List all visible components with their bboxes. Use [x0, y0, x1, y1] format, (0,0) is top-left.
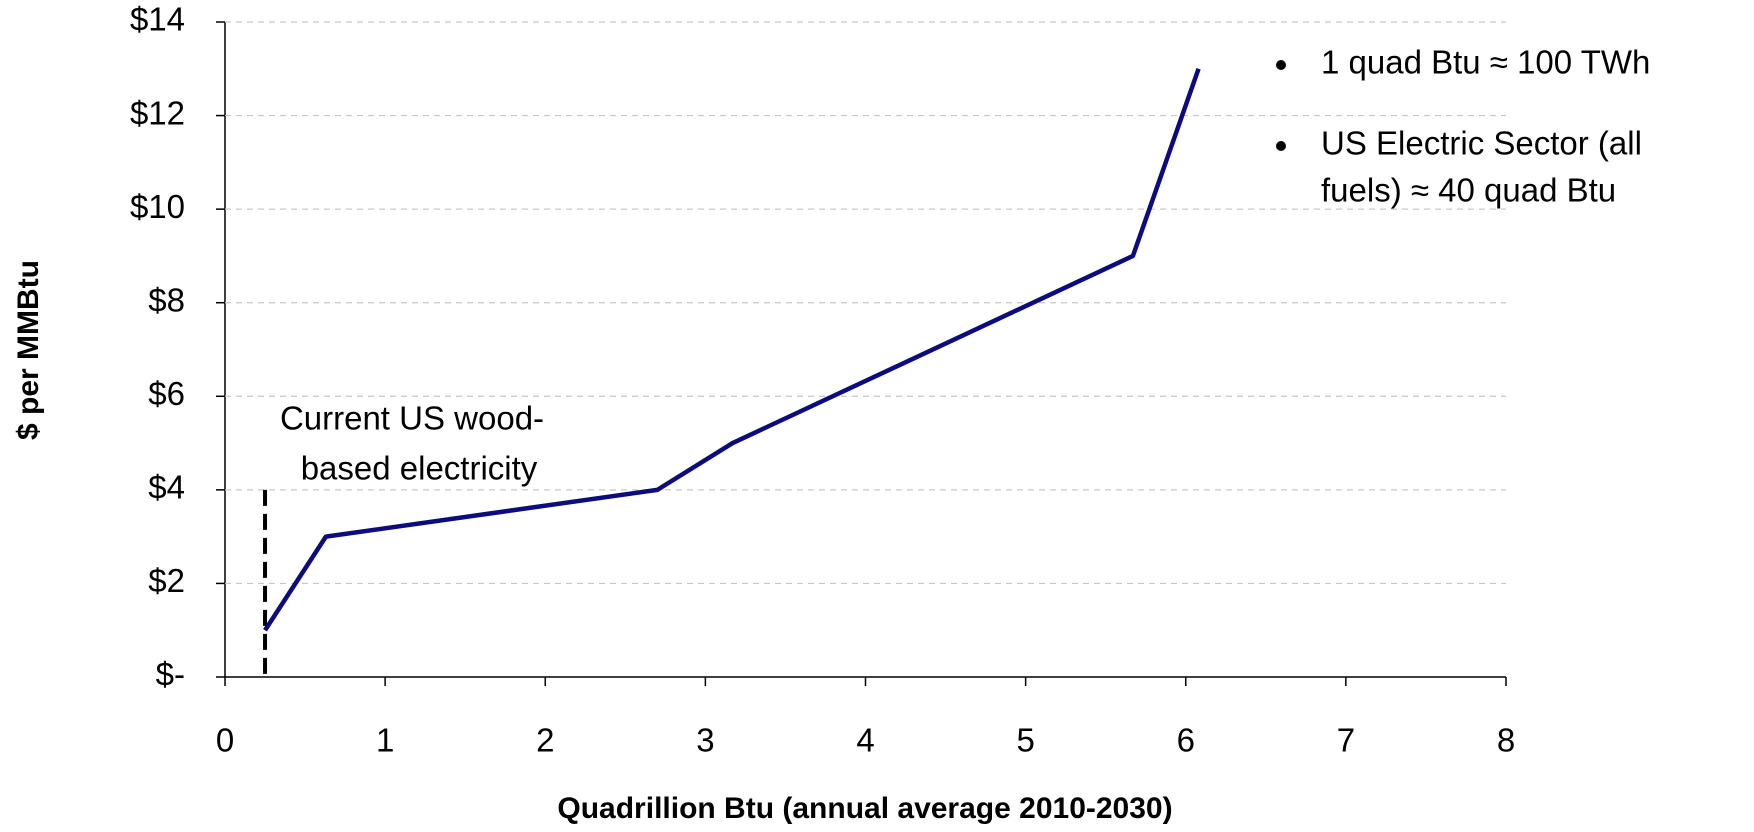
y-tick-label: $10	[130, 188, 185, 225]
y-tick-label: $4	[148, 469, 185, 506]
x-tick-label: 4	[856, 722, 874, 759]
y-tick-label: $12	[130, 94, 185, 131]
y-tick-label: $14	[130, 1, 185, 38]
note-text: fuels) ≈ 40 quad Btu	[1321, 172, 1616, 209]
note-text: 1 quad Btu ≈ 100 TWh	[1321, 44, 1650, 81]
y-tick-label: $6	[148, 375, 185, 412]
x-tick-label: 1	[376, 722, 394, 759]
x-tick-label: 7	[1337, 722, 1355, 759]
y-tick-label: $-	[156, 656, 185, 693]
y-axis-title: $ per MMBtu	[12, 260, 45, 440]
data-line	[263, 68, 1201, 632]
y-tick-label: $8	[148, 281, 185, 318]
bullet	[1276, 141, 1286, 151]
y-tick-label: $2	[148, 562, 185, 599]
x-tick-label: 2	[536, 722, 554, 759]
x-axis-title: Quadrillion Btu (annual average 2010-203…	[557, 792, 1172, 825]
annotation: based electricity	[301, 450, 538, 487]
x-tick-label: 3	[696, 722, 714, 759]
bullet	[1276, 60, 1286, 70]
x-tick-label: 0	[216, 722, 234, 759]
x-tick-label: 8	[1497, 722, 1515, 759]
annotation: Current US wood-	[280, 400, 544, 437]
x-tick-label: 6	[1177, 722, 1195, 759]
note-text: US Electric Sector (all	[1321, 125, 1642, 162]
x-tick-label: 5	[1016, 722, 1034, 759]
